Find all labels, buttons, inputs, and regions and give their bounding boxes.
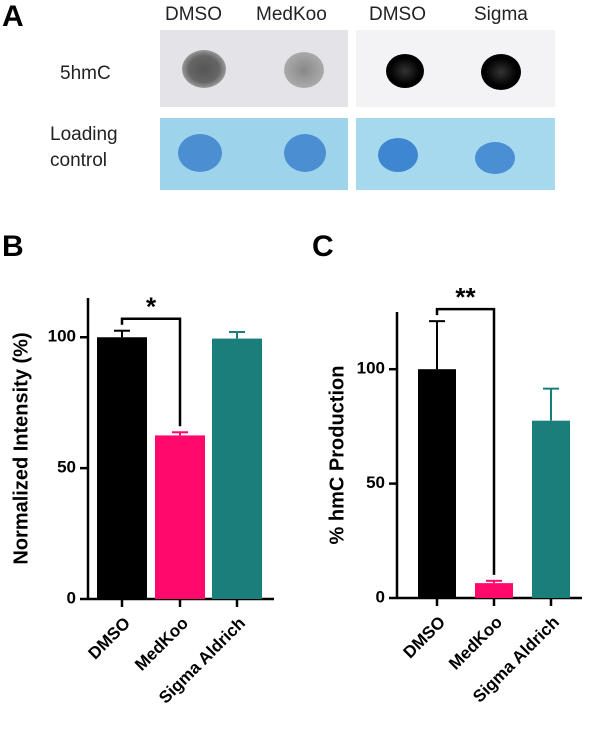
- y-tick-label: 0: [67, 588, 76, 607]
- y-axis-label: % hmC Production: [326, 366, 348, 545]
- dot: [178, 134, 222, 172]
- row-label: Loading control: [50, 124, 118, 171]
- y-tick-label: 100: [48, 327, 76, 346]
- blot-images: [160, 30, 555, 190]
- column-label: DMSO: [369, 4, 426, 25]
- bar: [97, 337, 147, 599]
- y-tick-label: 100: [357, 359, 385, 378]
- bar: [475, 583, 513, 598]
- bar: [155, 435, 205, 599]
- x-tick-label: DMSO: [85, 614, 134, 663]
- y-tick-label: 0: [376, 587, 385, 606]
- dot: [284, 52, 324, 88]
- significance-label: *: [146, 292, 157, 322]
- dot: [386, 54, 424, 88]
- bar: [532, 420, 570, 598]
- y-tick-label: 50: [366, 473, 385, 492]
- dot: [284, 134, 326, 172]
- row-label: 5hmC: [60, 63, 111, 84]
- column-label: Sigma: [474, 4, 528, 25]
- y-tick-label: 50: [57, 458, 76, 477]
- column-label: DMSO: [165, 4, 222, 25]
- dot: [378, 138, 418, 172]
- significance-label: **: [455, 282, 476, 312]
- dot: [182, 50, 226, 88]
- bar: [212, 338, 262, 599]
- y-axis-label: Normalized Intensity (%): [10, 332, 32, 564]
- panel-label: B: [2, 230, 24, 263]
- dot: [475, 142, 515, 174]
- column-label: MedKoo: [256, 4, 327, 25]
- x-tick-label: DMSO: [400, 613, 449, 662]
- bar: [418, 369, 456, 598]
- panel-label: A: [2, 0, 24, 33]
- significance-bracket: [120, 317, 182, 427]
- significance-bracket: [435, 307, 496, 575]
- panel-label: C: [312, 230, 334, 263]
- dot: [481, 54, 521, 90]
